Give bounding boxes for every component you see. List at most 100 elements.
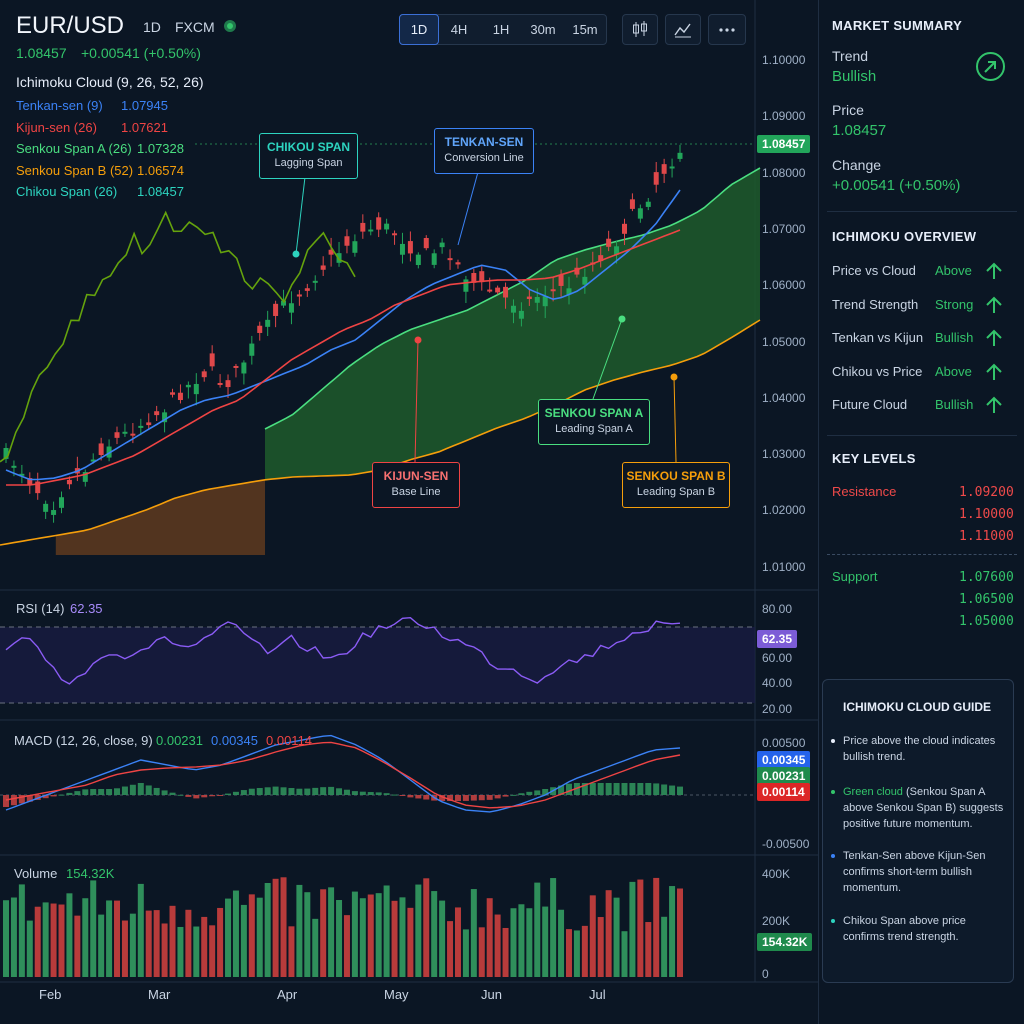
ichimoku-title: Ichimoku Cloud (9, 26, 52, 26) [16, 74, 204, 90]
macd-histogram-bar [90, 789, 97, 795]
more-button[interactable] [708, 14, 746, 45]
volume-bar [510, 908, 517, 977]
arrow-up-icon [986, 329, 1002, 346]
tab-timeframe-4h[interactable]: 4H [450, 22, 468, 37]
symbol-title[interactable]: EUR/USD [16, 12, 125, 39]
callout-leader [673, 376, 677, 463]
volume-bar [645, 922, 652, 977]
callout-leader [295, 176, 306, 255]
candle-body [534, 297, 540, 303]
candle-body [273, 303, 279, 316]
callout-kijun-sen: KIJUN-SEN Base Line [372, 462, 460, 508]
callout-chikou-span: CHIKOU SPAN Lagging Span [259, 133, 358, 179]
guide-item: Tenkan-Sen above Kijun-Sen confirms shor… [831, 848, 1007, 896]
macd-histogram-bar [169, 792, 176, 795]
volume-bar [256, 897, 263, 977]
volume-bar [34, 906, 41, 977]
kijun-sen-line [6, 229, 681, 486]
volume-bar [605, 890, 612, 977]
macd-histogram-bar [10, 795, 17, 806]
candle-body [320, 265, 326, 270]
month-label: May [384, 987, 409, 1002]
guide-title: ICHIMOKU CLOUD GUIDE [843, 700, 991, 714]
tab-timeframe-1d[interactable]: 1D [399, 14, 439, 45]
candle-body [677, 152, 683, 159]
callout-dot [618, 315, 626, 323]
candle-body [209, 353, 215, 367]
macd-histogram-bar [248, 788, 255, 795]
candles-button[interactable] [622, 14, 658, 45]
candle-body [106, 446, 112, 458]
volume-bar [383, 885, 390, 977]
resistance-level: 1.11000 [959, 529, 1014, 544]
macd-histogram-bar [677, 786, 683, 795]
legend-value: 1.07945 [121, 98, 168, 113]
volume-bar [272, 878, 279, 977]
volume-bar [106, 900, 113, 977]
volume-label: Volume [14, 866, 58, 881]
volume-bar [518, 904, 525, 977]
volume-bar [121, 920, 128, 977]
volume-bar [407, 907, 414, 977]
tab-timeframe-15m[interactable]: 15m [572, 22, 598, 37]
candle-body [447, 258, 453, 261]
resistance-level: 1.09200 [959, 485, 1014, 500]
candle-body [415, 254, 421, 266]
candle-body [130, 433, 136, 436]
indicators-button[interactable] [665, 14, 701, 45]
price-axis-label: 1.01000 [762, 559, 806, 574]
volume-bar [114, 900, 121, 977]
bullet-icon [831, 919, 835, 923]
volume-bar [288, 926, 295, 977]
trend-up-button[interactable] [976, 52, 1005, 81]
price-axis-label: 1.10000 [762, 53, 806, 67]
callout-span-b-title: SENKOU SPAN B [626, 469, 726, 483]
guide-item-text: Chikou Span above price confirms trend s… [843, 915, 966, 943]
macd-histogram-bar [359, 791, 366, 795]
volume-bar [637, 879, 644, 977]
price-axis-label: 1.03000 [762, 447, 806, 462]
candle-body [138, 425, 144, 428]
resistance-label: Resistance [832, 484, 897, 499]
macd-histogram-bar [177, 794, 184, 796]
macd-histogram-bar [106, 789, 113, 795]
macd-histogram-bar [114, 788, 121, 795]
volume-bar [613, 897, 620, 977]
tab-timeframe-1h[interactable]: 1H [492, 22, 510, 37]
price-axis-label: 1.08000 [762, 165, 806, 180]
volume-bar [589, 895, 596, 977]
interval-label[interactable]: 1D [143, 19, 161, 35]
legend-label: Chikou Span (26) [16, 184, 118, 199]
macd-histogram-bar [193, 795, 200, 799]
candle-body [249, 343, 255, 356]
volume-value: 154.32K [66, 866, 115, 881]
price-value: 1.08457 [832, 122, 887, 139]
candle-body [645, 201, 651, 207]
macd-histogram-bar [375, 792, 382, 795]
macd-histogram-bar [351, 791, 358, 795]
price-chart[interactable] [0, 0, 818, 1024]
candle-body [185, 384, 191, 388]
candle-body [479, 271, 485, 283]
ichimoku-guide-panel: ICHIMOKU CLOUD GUIDE Price above the clo… [822, 679, 1014, 983]
volume-bar [534, 882, 541, 977]
candle-body [510, 305, 516, 313]
candle-body [177, 392, 183, 401]
volume-bar [423, 878, 430, 977]
macd-histogram-bar [637, 783, 644, 795]
candle-body [653, 172, 659, 185]
macd-tag-line: 0.00345 [757, 751, 811, 769]
macd-histogram-bar [494, 795, 501, 799]
candle-body [59, 497, 65, 508]
macd-histogram-bar [264, 787, 271, 795]
callout-tenkan-title: TENKAN-SEN [444, 135, 524, 149]
tab-timeframe-30m[interactable]: 30m [530, 22, 556, 37]
volume-bar [597, 917, 604, 977]
macd-histogram-bar [256, 788, 263, 795]
volume-bar [462, 929, 469, 977]
overview-label: Tenkan vs Kijun [832, 330, 924, 345]
volume-bar [320, 889, 327, 977]
candle-body [257, 325, 263, 333]
legend-value: 1.07328 [137, 141, 184, 156]
callout-kijun-sub: Base Line [391, 486, 441, 498]
